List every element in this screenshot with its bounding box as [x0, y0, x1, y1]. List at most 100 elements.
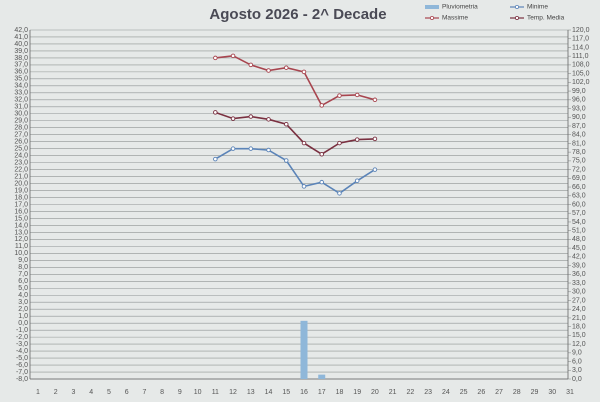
- y2-tick-label: 111,0: [572, 53, 589, 60]
- x-tick-label: 24: [442, 389, 450, 396]
- bar: [318, 374, 326, 379]
- y2-tick-label: 96,0: [572, 97, 586, 104]
- x-tick-label: 23: [424, 389, 432, 396]
- y-tick-label: 4,0: [18, 292, 28, 299]
- x-tick-label: 12: [229, 389, 237, 396]
- y-tick-label: 27,0: [14, 132, 28, 139]
- y-tick-label: 19,0: [14, 187, 28, 194]
- y2-tick-label: 72,0: [572, 166, 586, 173]
- point: [213, 110, 218, 115]
- x-tick-label: 4: [89, 389, 93, 396]
- series-line: [214, 147, 376, 195]
- x-tick-label: 5: [107, 389, 111, 396]
- y2-tick-label: 75,0: [572, 158, 586, 165]
- legend-marker: [515, 15, 520, 20]
- point: [319, 151, 324, 157]
- y-tick-label: 35,0: [14, 76, 28, 83]
- x-tick-label: 27: [495, 389, 503, 396]
- y-tick-label: -3,0: [16, 341, 28, 348]
- y-tick-label: 32,0: [14, 97, 28, 104]
- y2-tick-label: 24,0: [572, 306, 586, 313]
- point: [248, 146, 254, 151]
- point: [284, 158, 289, 163]
- point: [301, 69, 307, 75]
- x-tick-label: 11: [212, 389, 219, 396]
- y-tick-label: 34,0: [14, 83, 28, 90]
- x-tick-label: 9: [178, 389, 182, 396]
- series-line: [215, 111, 375, 156]
- y-tick-label: 37,0: [14, 62, 28, 69]
- x-tick-label: 21: [389, 389, 397, 396]
- point: [230, 53, 236, 59]
- x-tick-label: 29: [531, 389, 539, 396]
- y2-tick-label: 36,0: [572, 271, 586, 278]
- y2-tick-label: 63,0: [572, 193, 586, 200]
- y-tick-label: 24,0: [14, 152, 28, 159]
- y2-tick-label: 51,0: [572, 228, 586, 235]
- y2-tick-label: 114,0: [572, 44, 589, 51]
- y2-tick-label: 42,0: [572, 254, 586, 261]
- point: [337, 93, 342, 98]
- x-tick-label: 3: [72, 389, 76, 396]
- bar: [300, 320, 308, 379]
- point: [248, 114, 254, 119]
- y-tick-label: 22,0: [14, 166, 28, 173]
- y-tick-label: 36,0: [14, 69, 28, 76]
- point: [230, 146, 236, 151]
- y2-tick-label: 9,0: [572, 350, 582, 357]
- y2-tick-label: 0,0: [572, 376, 582, 383]
- point: [319, 179, 324, 185]
- y2-tick-label: 78,0: [572, 149, 586, 156]
- y-tick-label: 7,0: [18, 271, 28, 278]
- y-tick-label: 20,0: [14, 180, 28, 187]
- legend-label: Minime: [527, 4, 548, 11]
- y2-tick-label: 33,0: [572, 280, 586, 287]
- y-tick-label: 31,0: [14, 104, 28, 111]
- y2-tick-label: 48,0: [572, 236, 586, 243]
- y-tick-label: 16,0: [14, 208, 28, 215]
- x-tick-label: 8: [160, 389, 164, 396]
- y2-tick-label: 84,0: [572, 132, 586, 139]
- point: [337, 191, 342, 196]
- y2-tick-label: 60,0: [572, 201, 586, 208]
- y2-tick-label: 117,0: [572, 36, 589, 43]
- y2-tick-label: 12,0: [572, 341, 586, 348]
- point: [301, 184, 307, 189]
- y2-tick-label: 93,0: [572, 105, 586, 112]
- legend-label: Massime: [442, 15, 468, 22]
- y-tick-label: 0,0: [18, 320, 28, 327]
- y2-tick-label: 87,0: [572, 123, 586, 130]
- point: [372, 136, 378, 142]
- y2-tick-label: 27,0: [572, 297, 586, 304]
- chart-title: Agosto 2026 - 2^ Decade: [209, 6, 386, 23]
- y2-tick-label: 99,0: [572, 88, 586, 95]
- y-tick-label: 38,0: [14, 55, 28, 62]
- y-tick-label: 11,0: [15, 243, 28, 250]
- x-tick-label: 15: [282, 389, 290, 396]
- y2-tick-label: 30,0: [572, 289, 586, 296]
- x-tick-label: 7: [142, 389, 146, 396]
- point: [372, 97, 378, 103]
- x-tick-label: 13: [247, 389, 255, 396]
- point: [284, 121, 289, 127]
- y-tick-label: 42,0: [14, 27, 28, 34]
- y-tick-label: 10,0: [14, 250, 28, 257]
- x-tick-label: 22: [407, 389, 415, 396]
- y2-tick-label: 39,0: [572, 262, 586, 269]
- x-tick-label: 10: [194, 389, 202, 396]
- y-tick-label: -8,0: [16, 376, 28, 383]
- y-tick-label: 29,0: [14, 118, 28, 125]
- y-tick-label: 40,0: [14, 41, 28, 48]
- point: [213, 55, 218, 61]
- y-tick-label: -2,0: [16, 334, 28, 341]
- y-tick-label: -6,0: [16, 362, 28, 369]
- y-tick-label: 6,0: [18, 278, 28, 285]
- y-tick-label: 13,0: [14, 229, 28, 236]
- x-tick-label: 18: [336, 389, 344, 396]
- y-tick-label: 17,0: [14, 201, 28, 208]
- y2-tick-label: 54,0: [572, 219, 586, 226]
- point: [266, 117, 271, 122]
- y-tick-label: 5,0: [18, 285, 28, 292]
